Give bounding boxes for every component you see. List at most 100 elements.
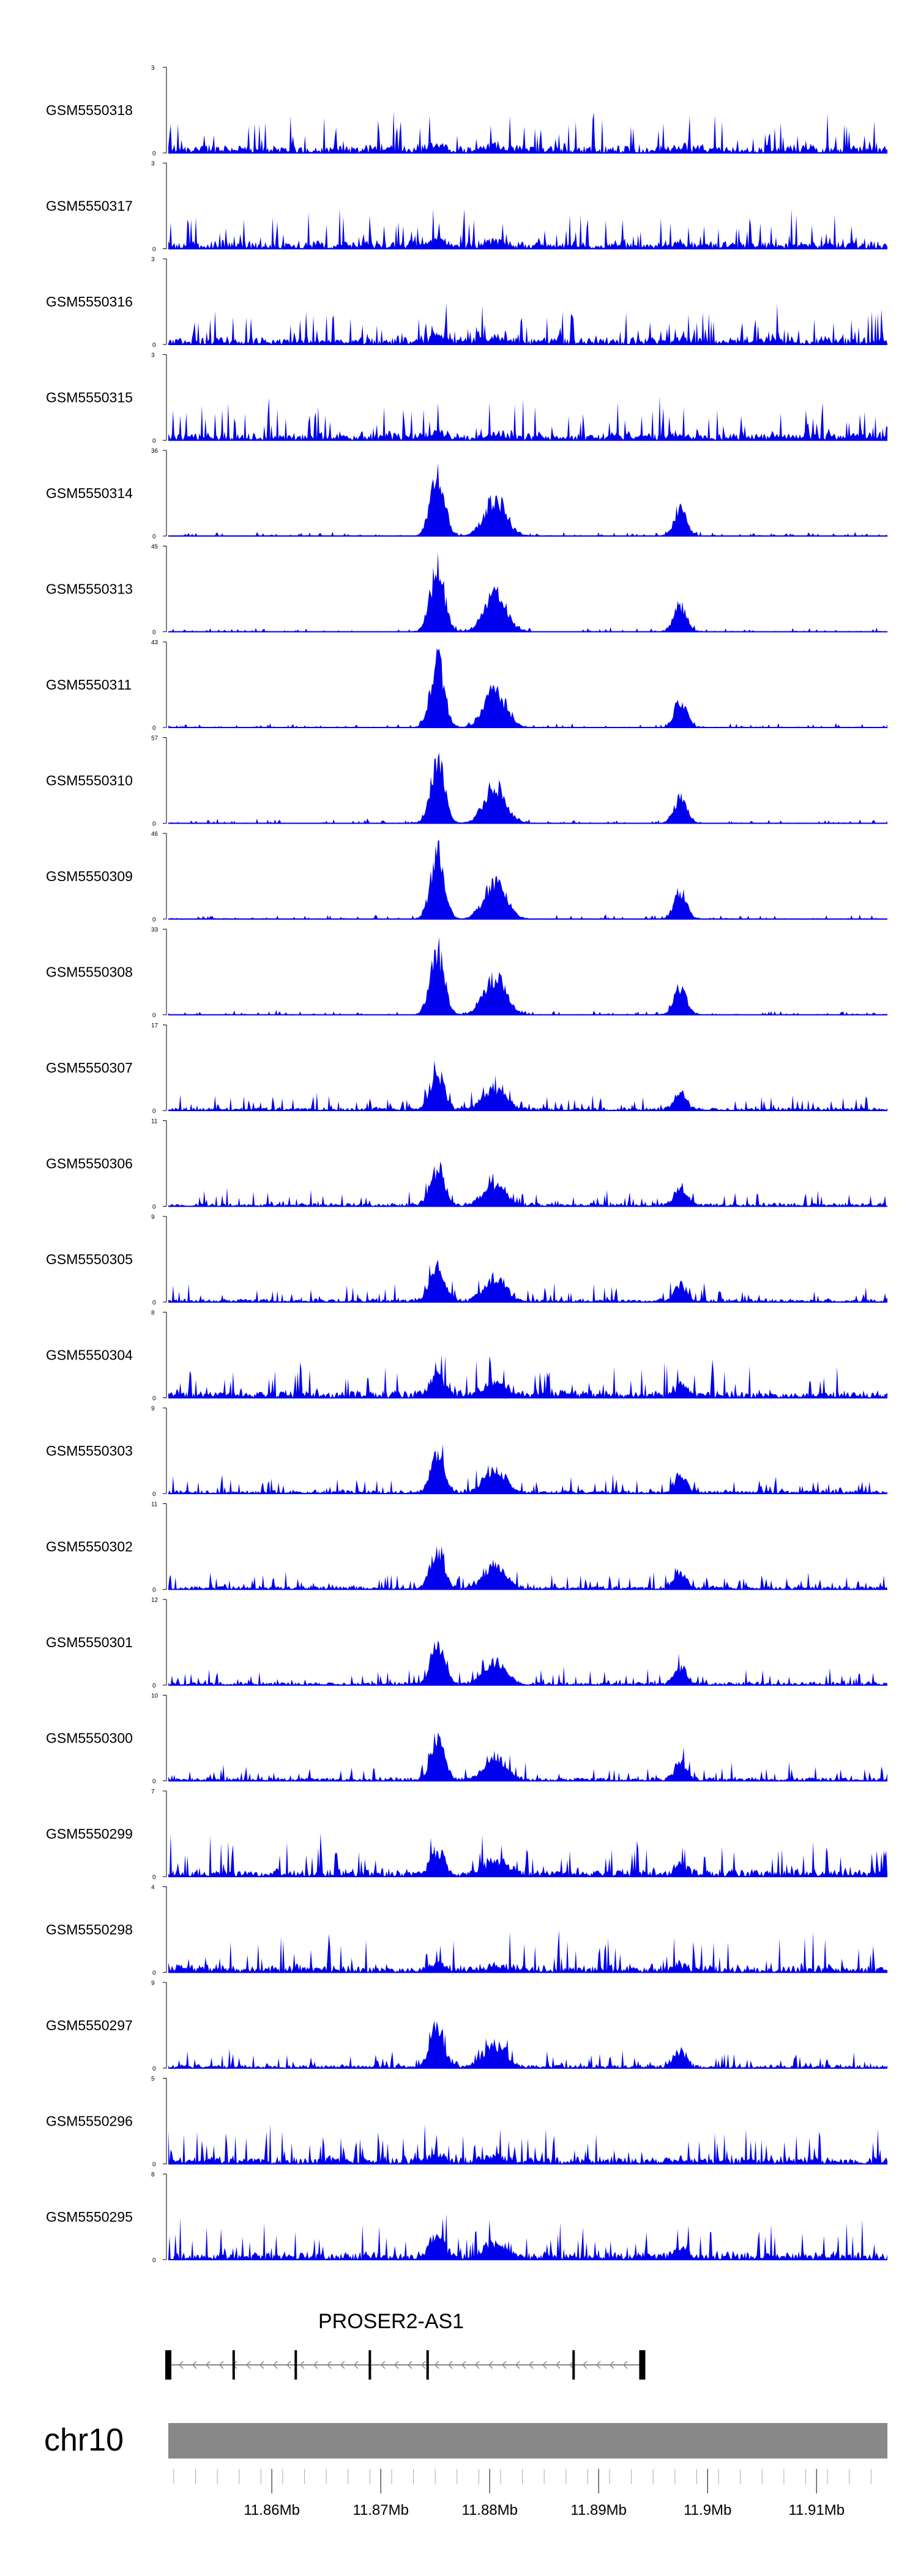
- y-max-label: 43: [151, 639, 159, 646]
- y-min-label: 0: [152, 630, 156, 636]
- strand-arrow: [192, 2361, 197, 2369]
- track-label: GSM5550303: [46, 1443, 133, 1459]
- y-min-label: 0: [152, 342, 156, 349]
- y-min-label: 0: [152, 1013, 156, 1019]
- coverage-area: [168, 396, 887, 441]
- strand-arrow: [326, 2361, 332, 2369]
- strand-arrow: [555, 2361, 561, 2369]
- track: GSM5550298 4 0: [46, 1885, 887, 1977]
- strand-arrow: [394, 2361, 399, 2369]
- strand-arrow: [218, 2361, 224, 2369]
- y-max-label: 3: [151, 352, 155, 359]
- y-min-label: 0: [152, 2257, 156, 2264]
- exon: [232, 2350, 235, 2380]
- track: GSM5550311 43 0: [46, 639, 887, 732]
- track-label: GSM5550313: [46, 581, 133, 597]
- track-label: GSM5550305: [46, 1251, 133, 1267]
- y-max-label: 11: [151, 1119, 158, 1125]
- coverage-area: [168, 1259, 887, 1302]
- exon: [294, 2350, 297, 2380]
- y-min-label: 0: [152, 1587, 156, 1594]
- track-label: GSM5550296: [46, 2113, 133, 2129]
- track-label: GSM5550304: [46, 1347, 133, 1363]
- y-min-label: 0: [152, 821, 156, 828]
- coverage-area: [168, 1930, 887, 1973]
- y-min-label: 0: [152, 1108, 156, 1115]
- y-min-label: 0: [152, 247, 156, 253]
- y-max-label: 8: [151, 1310, 155, 1317]
- coverage-area: [168, 1060, 887, 1111]
- y-max-label: 3: [151, 256, 155, 263]
- strand-arrow: [582, 2361, 588, 2369]
- track: GSM5550315 3 0: [46, 352, 887, 445]
- track-label: GSM5550308: [46, 964, 133, 980]
- y-max-label: 46: [151, 831, 159, 838]
- y-min-label: 0: [152, 1874, 156, 1881]
- chromosome-bar: [168, 2423, 887, 2459]
- track-label: GSM5550297: [46, 2017, 133, 2033]
- track-label: GSM5550317: [46, 198, 133, 214]
- coverage-area: [168, 937, 887, 1015]
- track: GSM5550295 8 0: [46, 2172, 887, 2264]
- exon: [368, 2350, 371, 2380]
- strand-arrow: [569, 2361, 574, 2369]
- track: GSM5550316 3 0: [46, 256, 887, 349]
- track: GSM5550297 9 0: [46, 1980, 887, 2072]
- track-label: GSM5550300: [46, 1730, 133, 1746]
- track: GSM5550303 9 0: [46, 1405, 887, 1498]
- coverage-area: [168, 111, 887, 153]
- y-max-label: 33: [151, 927, 159, 934]
- strand-arrow: [474, 2361, 480, 2369]
- track-label: GSM5550310: [46, 773, 133, 789]
- strand-arrow: [205, 2361, 211, 2369]
- strand-arrow: [447, 2361, 453, 2369]
- track: GSM5550299 7 0: [46, 1789, 887, 1881]
- gene-label: PROSER2-AS1: [318, 2310, 464, 2333]
- x-tick-label: 11.89Mb: [570, 2502, 627, 2518]
- y-min-label: 0: [152, 1970, 156, 1977]
- track-label: GSM5550302: [46, 1539, 133, 1555]
- y-max-label: 12: [151, 1597, 159, 1604]
- track-label: GSM5550298: [46, 1922, 133, 1938]
- coverage-area: [168, 2213, 887, 2260]
- track: GSM5550314 36 0: [46, 448, 887, 540]
- strand-arrow: [286, 2361, 291, 2369]
- exon: [639, 2350, 646, 2380]
- x-tick-label: 11.91Mb: [788, 2502, 845, 2518]
- y-min-label: 0: [152, 1779, 156, 1785]
- genomic-axis: 11.86Mb 11.87Mb 11.88Mb 11.89Mb 11.9Mb 11.91M…: [168, 2423, 887, 2518]
- y-max-label: 7: [151, 1789, 155, 1795]
- coverage-area: [168, 1546, 887, 1590]
- strand-arrow: [178, 2361, 184, 2369]
- y-min-label: 0: [152, 1204, 156, 1211]
- x-tick-label: 11.9Mb: [684, 2502, 731, 2518]
- strand-arrow: [622, 2361, 628, 2369]
- y-max-label: 8: [151, 2172, 155, 2178]
- strand-arrow: [461, 2361, 466, 2369]
- strand-arrow: [528, 2361, 534, 2369]
- coverage-area: [168, 1444, 887, 1494]
- track-label: GSM5550301: [46, 1634, 133, 1650]
- gene-model: [165, 2350, 646, 2380]
- strand-arrow: [272, 2361, 278, 2369]
- x-tick-label: 11.88Mb: [461, 2502, 518, 2518]
- coverage-area: [168, 2124, 887, 2164]
- coverage-area: [168, 1640, 887, 1685]
- x-tick-label: 11.87Mb: [353, 2502, 409, 2518]
- y-max-label: 17: [151, 1022, 159, 1029]
- strand-arrow: [434, 2361, 439, 2369]
- y-max-label: 10: [151, 1693, 159, 1700]
- track-label: GSM5550316: [46, 294, 133, 310]
- track: GSM5550296 5 0: [46, 2076, 887, 2168]
- track: GSM5550301 12 0: [46, 1597, 887, 1689]
- track-label: GSM5550306: [46, 1156, 133, 1172]
- y-min-label: 0: [152, 2066, 156, 2072]
- chromosome-label: chr10: [44, 2422, 124, 2458]
- track: GSM5550310 57 0: [46, 735, 887, 828]
- track-label: GSM5550295: [46, 2209, 133, 2225]
- track: GSM5550305 9 0: [46, 1214, 887, 1306]
- y-min-label: 0: [152, 1491, 156, 1498]
- coverage-area: [168, 840, 887, 919]
- track: GSM5550313 45 0: [46, 544, 887, 636]
- coverage-area: [168, 648, 887, 728]
